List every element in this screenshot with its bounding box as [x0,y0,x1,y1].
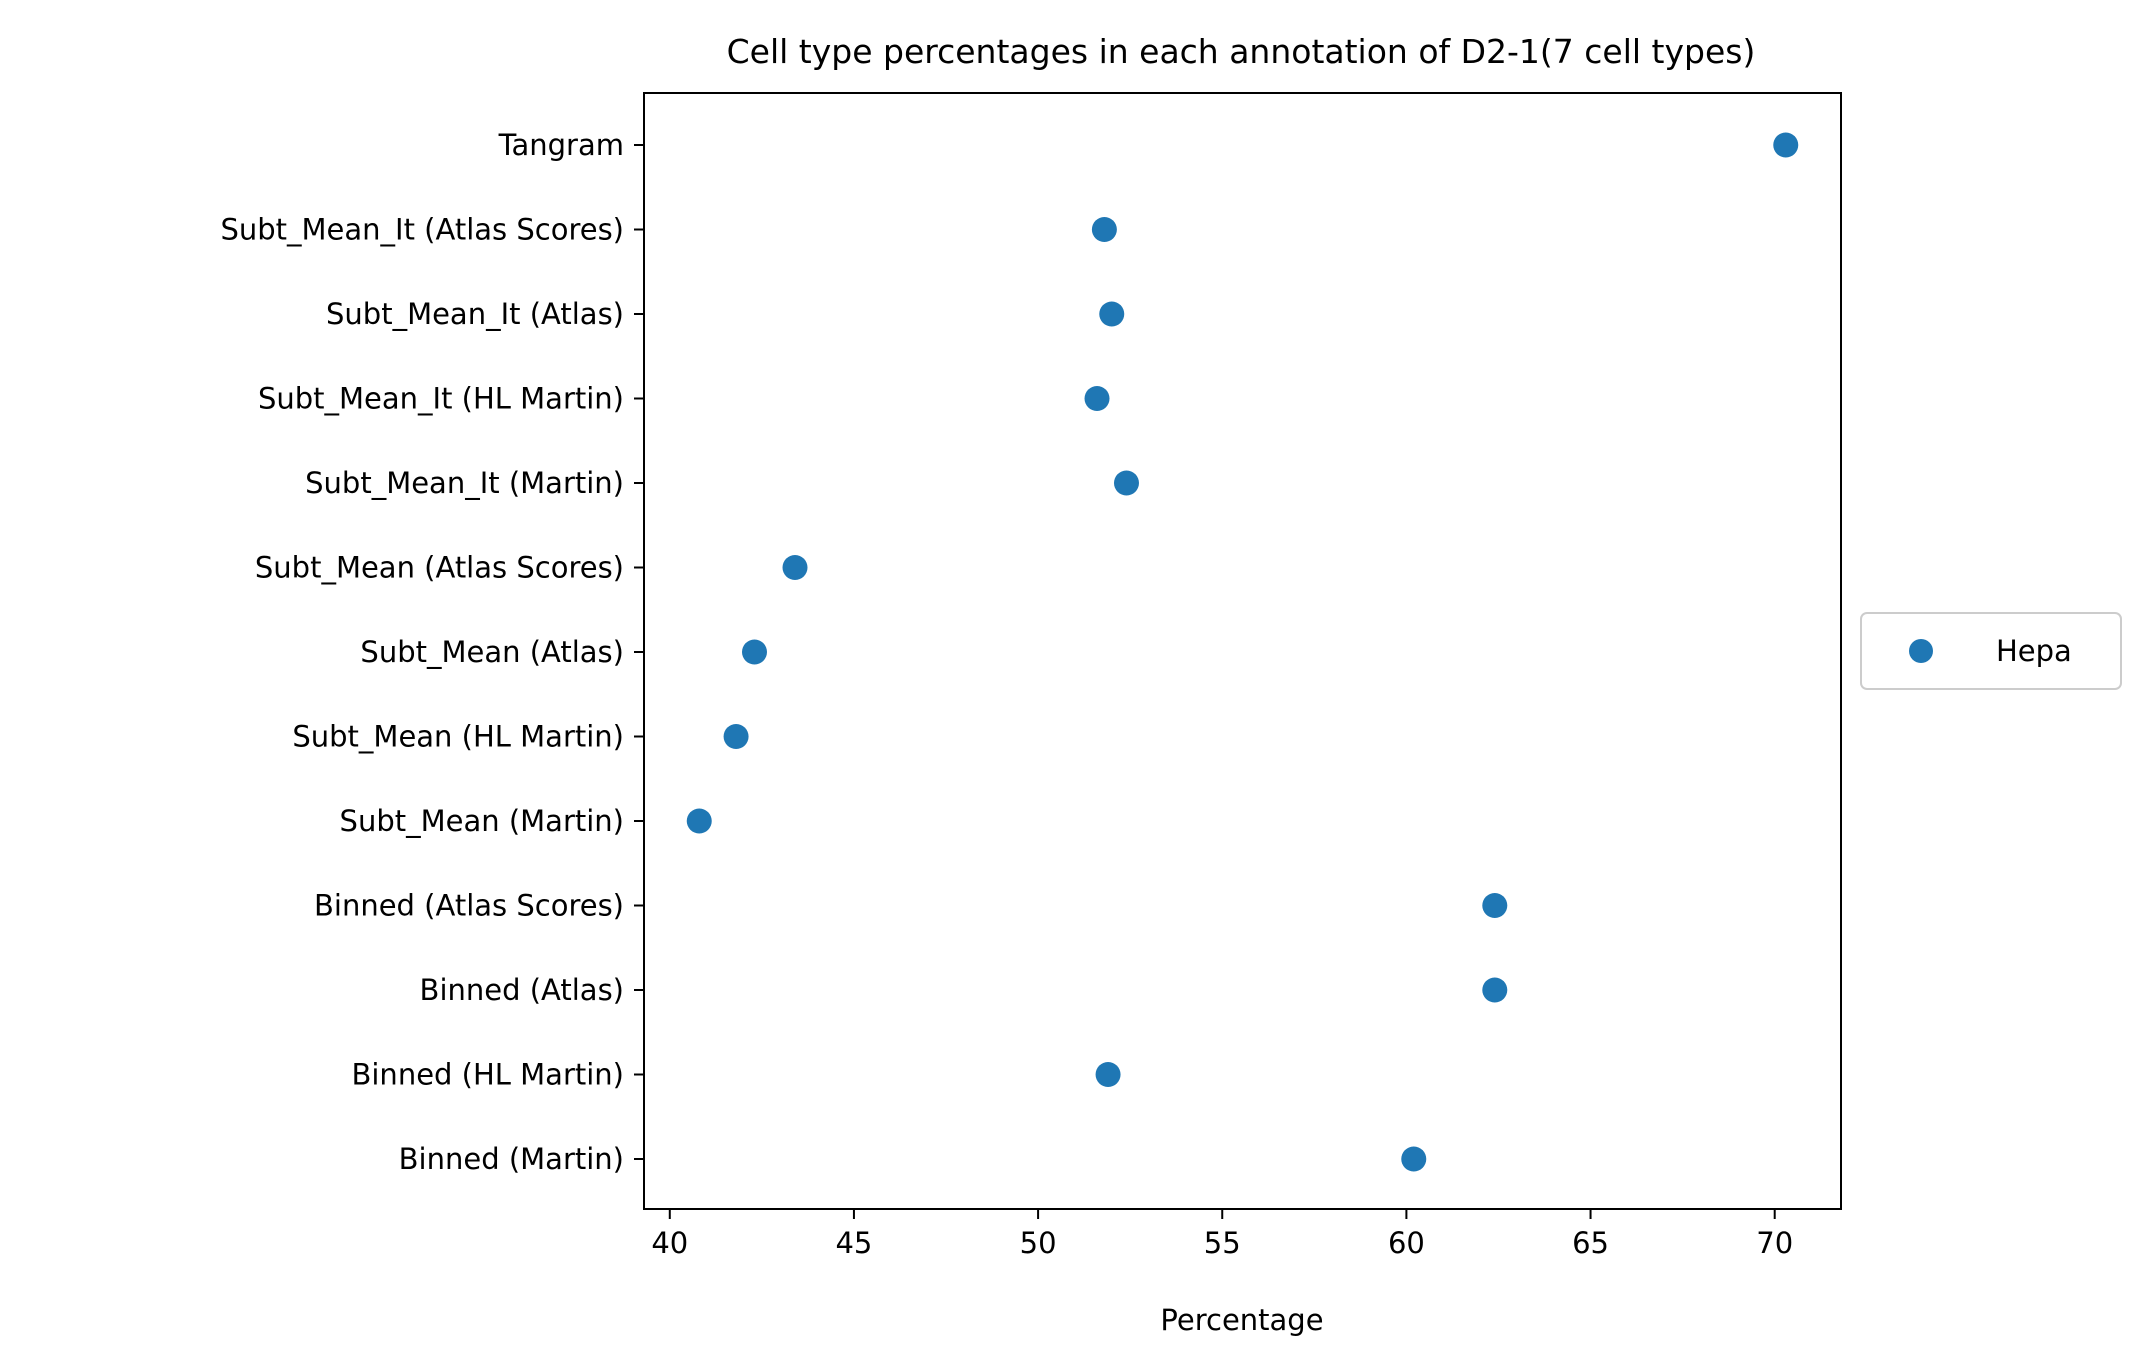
y-tick-label: Binned (Atlas) [420,973,624,1007]
y-tick-label: Binned (Atlas Scores) [314,889,624,923]
y-tick-label: Binned (Martin) [399,1142,624,1176]
x-tick-label: 50 [1020,1226,1057,1260]
y-tick-label: Subt_Mean_It (Martin) [305,466,624,500]
data-point[interactable] [686,808,712,834]
data-point[interactable] [1773,132,1799,158]
data-point[interactable] [723,724,749,749]
x-tick-label: 65 [1572,1226,1609,1260]
data-point[interactable] [1091,217,1117,242]
legend-frame [1860,612,2122,690]
legend-label-hepa: Hepa [1996,634,2072,668]
plot-frame [643,92,1842,1210]
legend-marker-hepa [1909,639,1933,663]
y-tick-label: Subt_Mean_It (Atlas) [326,297,624,331]
y-tick-label: Subt_Mean (Atlas) [360,635,624,669]
legend[interactable]: Hepa [1860,612,2122,690]
chart-title: Cell type percentages in each annotation… [727,32,1756,71]
data-point[interactable] [1482,893,1508,918]
data-point[interactable] [741,639,767,665]
y-tick-label: Subt_Mean (Atlas Scores) [255,551,624,585]
y-tick-label: Tangram [498,128,624,162]
x-axis-label: Percentage [1160,1303,1323,1337]
data-point[interactable] [1095,1062,1121,1087]
data-point[interactable] [1113,470,1139,496]
tick-layer: 40 45 50 55 60 65 70 Tangram Subt_Mean_It (Atlas… [220,128,1793,1260]
y-tick-label: Subt_Mean (Martin) [340,804,624,838]
points-layer [686,132,1799,1172]
data-point[interactable] [782,555,808,580]
data-point[interactable] [1084,386,1110,411]
data-point[interactable] [1482,977,1508,1003]
y-tick-label: Binned (HL Martin) [351,1058,624,1092]
y-tick-label: Subt_Mean_It (HL Martin) [258,382,624,416]
data-point[interactable] [1401,1146,1427,1172]
data-point[interactable] [1099,301,1125,327]
x-tick-label: 70 [1756,1226,1793,1260]
x-tick-label: 45 [835,1226,872,1260]
x-tick-label: 60 [1388,1226,1425,1260]
y-tick-label: Subt_Mean_It (Atlas Scores) [220,213,624,247]
x-tick-label: 40 [651,1226,688,1260]
y-tick-label: Subt_Mean (HL Martin) [292,720,624,754]
x-tick-label: 55 [1204,1226,1241,1260]
